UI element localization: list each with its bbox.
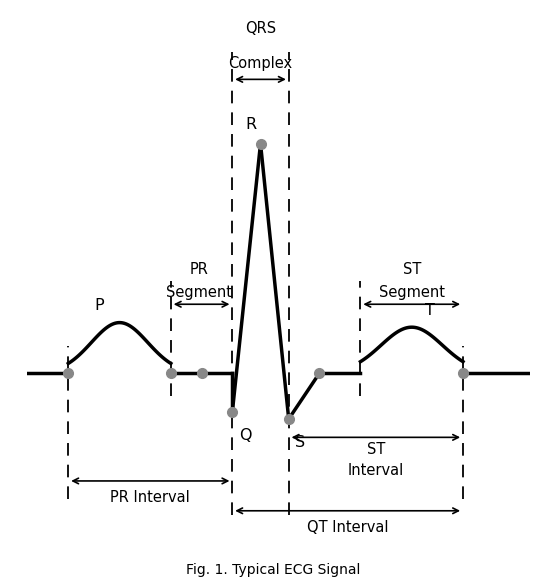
Text: QRS: QRS: [245, 21, 276, 36]
Text: PR: PR: [189, 262, 209, 277]
Text: Fig. 1. Typical ECG Signal: Fig. 1. Typical ECG Signal: [186, 563, 360, 577]
Text: Q: Q: [240, 428, 252, 443]
Text: R: R: [246, 117, 257, 132]
Text: ST: ST: [367, 442, 385, 457]
Text: Interval: Interval: [348, 463, 404, 477]
Text: S: S: [295, 435, 305, 450]
Text: QT Interval: QT Interval: [307, 520, 388, 535]
Text: Segment: Segment: [166, 285, 232, 300]
Text: Complex: Complex: [228, 56, 293, 71]
Text: ST: ST: [402, 262, 421, 277]
Text: T: T: [425, 303, 435, 318]
Text: P: P: [94, 299, 104, 313]
Text: Segment: Segment: [379, 285, 445, 300]
Text: PR Interval: PR Interval: [110, 490, 190, 505]
